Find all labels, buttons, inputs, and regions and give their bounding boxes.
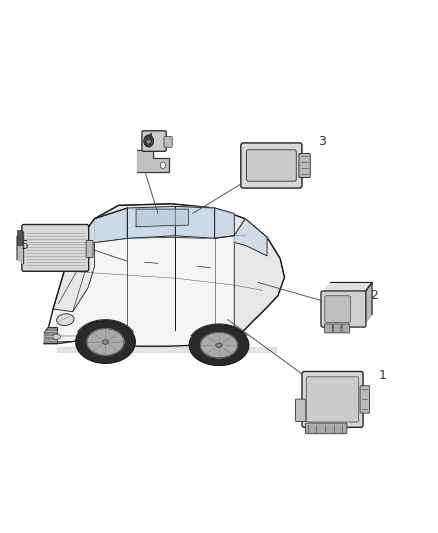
FancyBboxPatch shape (333, 324, 341, 333)
Polygon shape (136, 209, 188, 227)
FancyBboxPatch shape (241, 143, 302, 188)
Circle shape (160, 162, 166, 168)
FancyBboxPatch shape (342, 324, 350, 333)
Circle shape (144, 135, 154, 147)
Text: 5: 5 (21, 239, 29, 252)
Ellipse shape (216, 343, 222, 348)
Text: 3: 3 (318, 135, 325, 148)
Polygon shape (201, 333, 237, 358)
Polygon shape (44, 204, 285, 346)
FancyBboxPatch shape (18, 238, 23, 246)
Ellipse shape (53, 334, 60, 340)
Polygon shape (80, 255, 88, 261)
FancyBboxPatch shape (325, 324, 332, 333)
Polygon shape (17, 232, 24, 264)
Polygon shape (189, 325, 249, 366)
Polygon shape (215, 208, 234, 238)
FancyBboxPatch shape (22, 224, 88, 271)
Polygon shape (87, 329, 124, 355)
FancyBboxPatch shape (306, 377, 359, 422)
FancyBboxPatch shape (302, 372, 363, 427)
Ellipse shape (102, 340, 109, 344)
Polygon shape (77, 208, 127, 243)
Ellipse shape (57, 314, 74, 326)
Polygon shape (364, 282, 372, 325)
Text: 1: 1 (379, 369, 387, 382)
Polygon shape (95, 204, 245, 243)
FancyBboxPatch shape (305, 423, 347, 434)
Text: 4: 4 (145, 132, 153, 146)
FancyBboxPatch shape (321, 291, 366, 327)
Polygon shape (76, 321, 135, 364)
FancyBboxPatch shape (18, 230, 23, 238)
FancyBboxPatch shape (325, 296, 350, 322)
Polygon shape (234, 219, 285, 332)
Polygon shape (175, 206, 215, 238)
FancyBboxPatch shape (164, 136, 172, 147)
Circle shape (146, 138, 151, 144)
Polygon shape (138, 150, 169, 172)
FancyBboxPatch shape (299, 154, 310, 177)
Polygon shape (234, 219, 267, 256)
Text: 2: 2 (370, 289, 378, 302)
FancyBboxPatch shape (360, 386, 370, 413)
FancyBboxPatch shape (295, 399, 306, 422)
Polygon shape (127, 206, 175, 238)
Polygon shape (53, 243, 95, 312)
Polygon shape (44, 328, 57, 344)
FancyBboxPatch shape (86, 240, 93, 257)
FancyBboxPatch shape (247, 150, 296, 181)
FancyBboxPatch shape (142, 131, 166, 151)
Polygon shape (323, 282, 372, 293)
